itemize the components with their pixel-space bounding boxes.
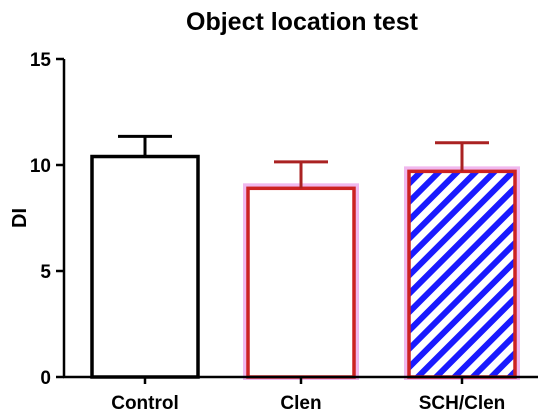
- y-tick-label: 15: [30, 50, 52, 71]
- x-tick-label: Control: [111, 393, 179, 414]
- x-tick-label: SCH/Clen: [419, 393, 506, 414]
- x-ticks-group: Control Clen SCH/Clen: [111, 377, 505, 414]
- bars-group: [90, 154, 520, 380]
- y-tick-label: 5: [40, 262, 51, 283]
- y-tick-label: 0: [40, 368, 51, 389]
- bar-control: [90, 154, 200, 379]
- y-ticks-group: 0 5 10 15: [30, 50, 64, 389]
- y-tick-label: 10: [30, 156, 51, 177]
- chart-title: Object location test: [186, 8, 419, 36]
- error-bars-group: [118, 134, 489, 189]
- x-tick-label: Clen: [280, 393, 321, 414]
- bar-sch-clen: [407, 169, 517, 379]
- bar-clen: [246, 186, 356, 379]
- y-axis-label: DI: [9, 208, 31, 228]
